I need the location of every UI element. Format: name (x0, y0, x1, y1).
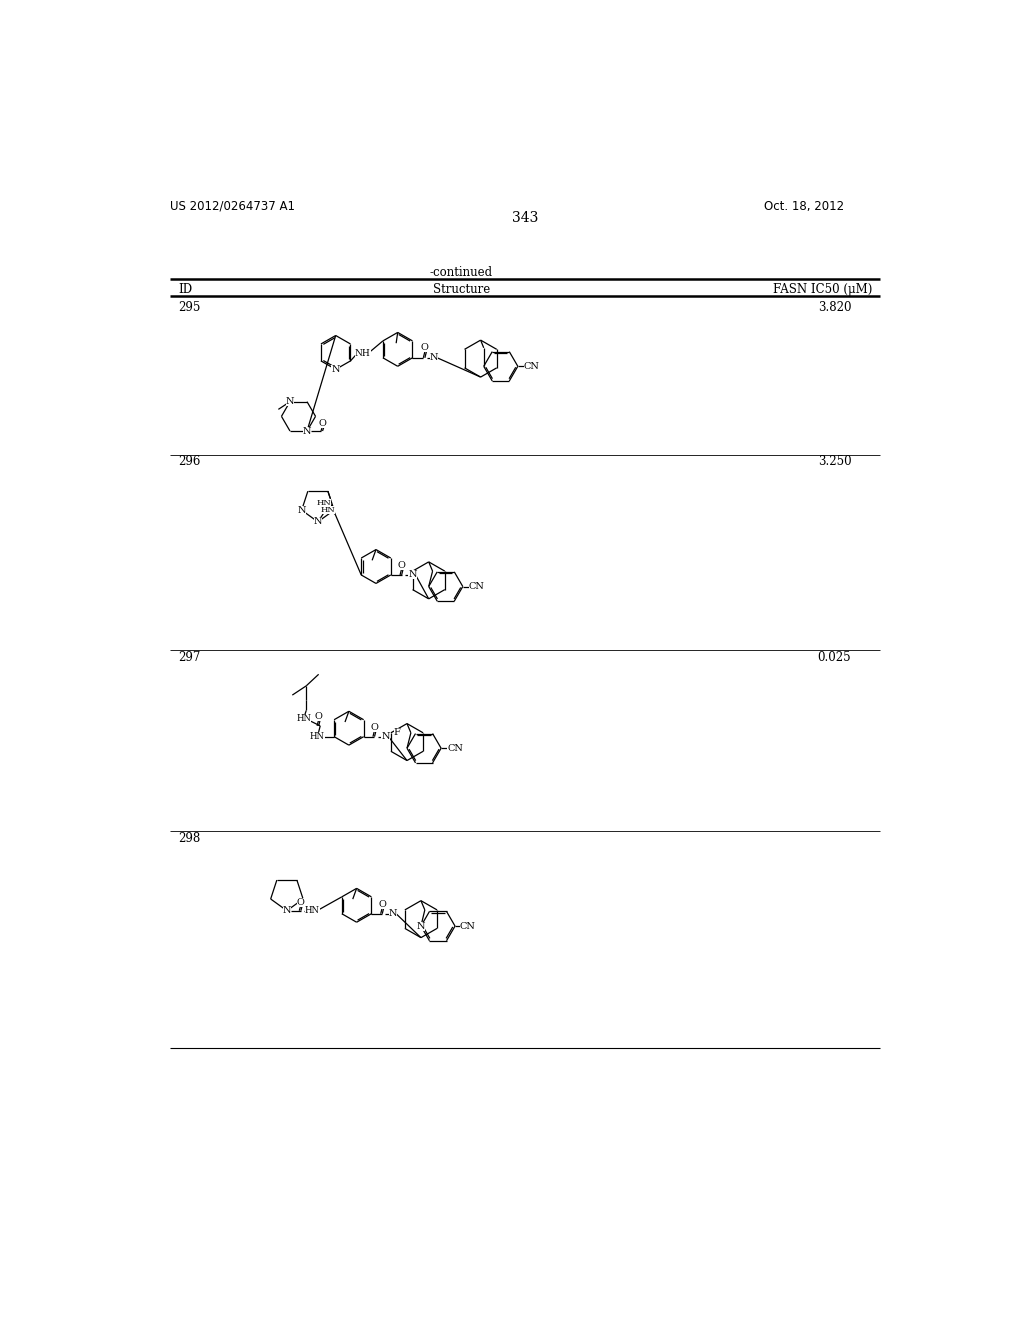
Text: 295: 295 (178, 301, 201, 314)
Text: N: N (381, 733, 389, 741)
Text: CN: CN (524, 362, 540, 371)
Text: ID: ID (178, 282, 193, 296)
Text: O: O (318, 418, 327, 428)
Text: O: O (378, 900, 386, 909)
Text: N: N (332, 364, 340, 374)
Text: O: O (397, 561, 406, 570)
Text: N: N (409, 570, 417, 579)
Text: 296: 296 (178, 454, 201, 467)
Text: HN: HN (296, 714, 311, 722)
Text: N: N (283, 907, 291, 915)
Text: N: N (389, 909, 397, 919)
Text: HN: HN (309, 733, 325, 741)
Text: 298: 298 (178, 832, 201, 845)
Text: O: O (314, 713, 323, 721)
Text: HN: HN (321, 506, 335, 513)
Text: CN: CN (447, 743, 463, 752)
Text: 3.250: 3.250 (818, 454, 851, 467)
Text: Oct. 18, 2012: Oct. 18, 2012 (764, 199, 844, 213)
Text: 3.820: 3.820 (818, 301, 851, 314)
Text: 343: 343 (512, 211, 538, 226)
Text: NH: NH (355, 348, 371, 358)
Text: F: F (393, 729, 400, 738)
Text: N: N (430, 354, 438, 362)
Text: HN: HN (305, 907, 319, 915)
Text: N: N (417, 921, 425, 931)
Text: 0.025: 0.025 (818, 651, 851, 664)
Text: O: O (297, 898, 305, 907)
Text: N: N (313, 517, 323, 527)
Text: N: N (286, 397, 294, 407)
Text: 297: 297 (178, 651, 201, 664)
Text: N: N (286, 397, 294, 407)
Text: N: N (297, 506, 306, 515)
Text: CN: CN (460, 921, 475, 931)
Text: Structure: Structure (432, 282, 489, 296)
Text: N: N (303, 426, 311, 436)
Text: HN: HN (316, 499, 332, 507)
Text: -continued: -continued (430, 265, 493, 279)
Text: US 2012/0264737 A1: US 2012/0264737 A1 (170, 199, 295, 213)
Text: FASN IC50 (μM): FASN IC50 (μM) (773, 282, 872, 296)
Text: O: O (421, 343, 429, 352)
Text: O: O (371, 723, 379, 731)
Text: CN: CN (469, 582, 484, 591)
